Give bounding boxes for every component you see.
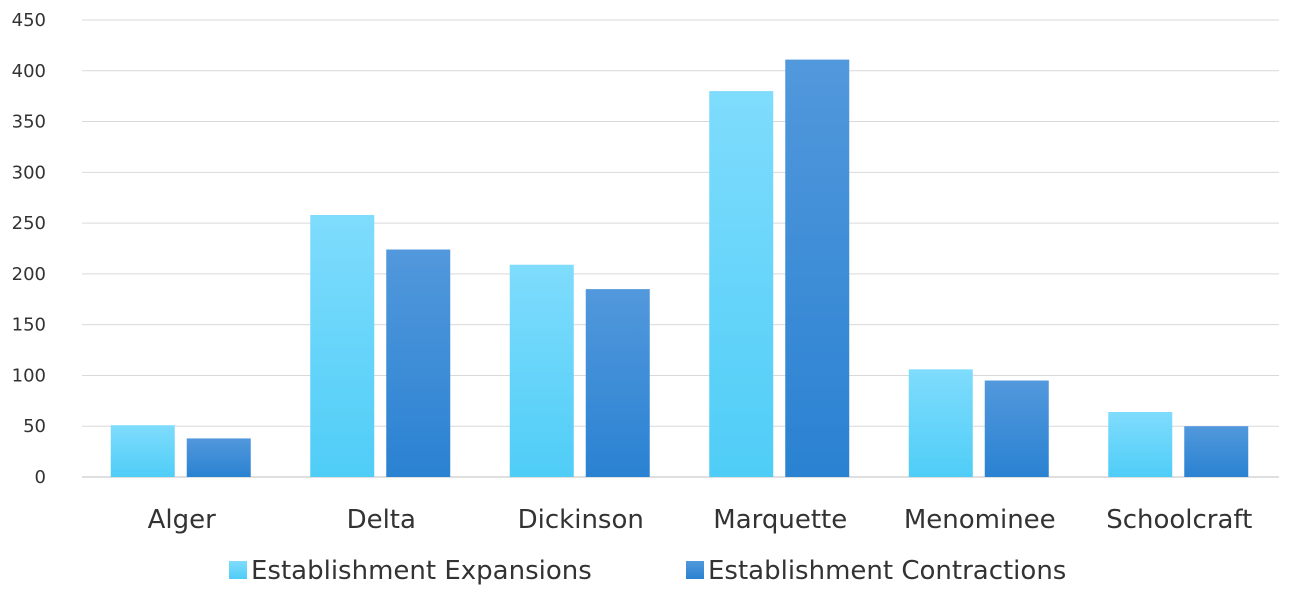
x-category-label: Dickinson (518, 505, 644, 535)
bar-schoolcraft-series-0 (1108, 412, 1173, 477)
y-tick-label: 50 (23, 416, 46, 437)
bar-menominee-series-1 (984, 380, 1049, 477)
x-category-label: Schoolcraft (1106, 505, 1252, 535)
y-tick-label: 400 (12, 61, 46, 82)
bar-alger-series-0 (110, 425, 175, 477)
x-category-label: Delta (347, 505, 416, 535)
bar-marquette-series-0 (709, 91, 774, 477)
bar-dickinson-series-0 (509, 264, 574, 477)
y-tick-label: 250 (12, 213, 46, 234)
y-axis-ticks: 0 50 100 150 200 250 300 350 400 450 (12, 10, 46, 488)
y-tick-label: 200 (12, 264, 46, 285)
y-tick-label: 450 (12, 10, 46, 31)
legend-label-series-0: Establishment Expansions (251, 556, 592, 586)
bar-delta-series-0 (310, 214, 375, 477)
bar-dickinson-series-1 (585, 289, 650, 477)
bars (110, 59, 1249, 478)
legend-label-series-1: Establishment Contractions (708, 556, 1066, 586)
bar-marquette-series-1 (785, 59, 850, 478)
bar-delta-series-1 (386, 249, 451, 477)
gridlines (82, 19, 1279, 478)
y-tick-label: 350 (12, 112, 46, 133)
x-axis-categories: Alger Delta Dickinson Marquette Menominee Sch… (148, 505, 1253, 535)
y-tick-label: 0 (35, 467, 46, 488)
y-tick-label: 150 (12, 315, 46, 336)
bar-menominee-series-0 (908, 369, 973, 477)
bar-schoolcraft-series-1 (1184, 426, 1249, 477)
x-category-label: Marquette (713, 505, 847, 535)
x-category-label: Alger (148, 505, 217, 535)
bar-alger-series-1 (186, 438, 251, 477)
legend-swatch-series-1 (686, 561, 704, 579)
x-category-label: Menominee (904, 505, 1056, 535)
legend-swatch-series-0 (229, 561, 247, 579)
y-tick-label: 100 (12, 365, 46, 386)
y-tick-label: 300 (12, 162, 46, 183)
legend: Establishment Expansions Establishment Co… (229, 556, 1066, 586)
